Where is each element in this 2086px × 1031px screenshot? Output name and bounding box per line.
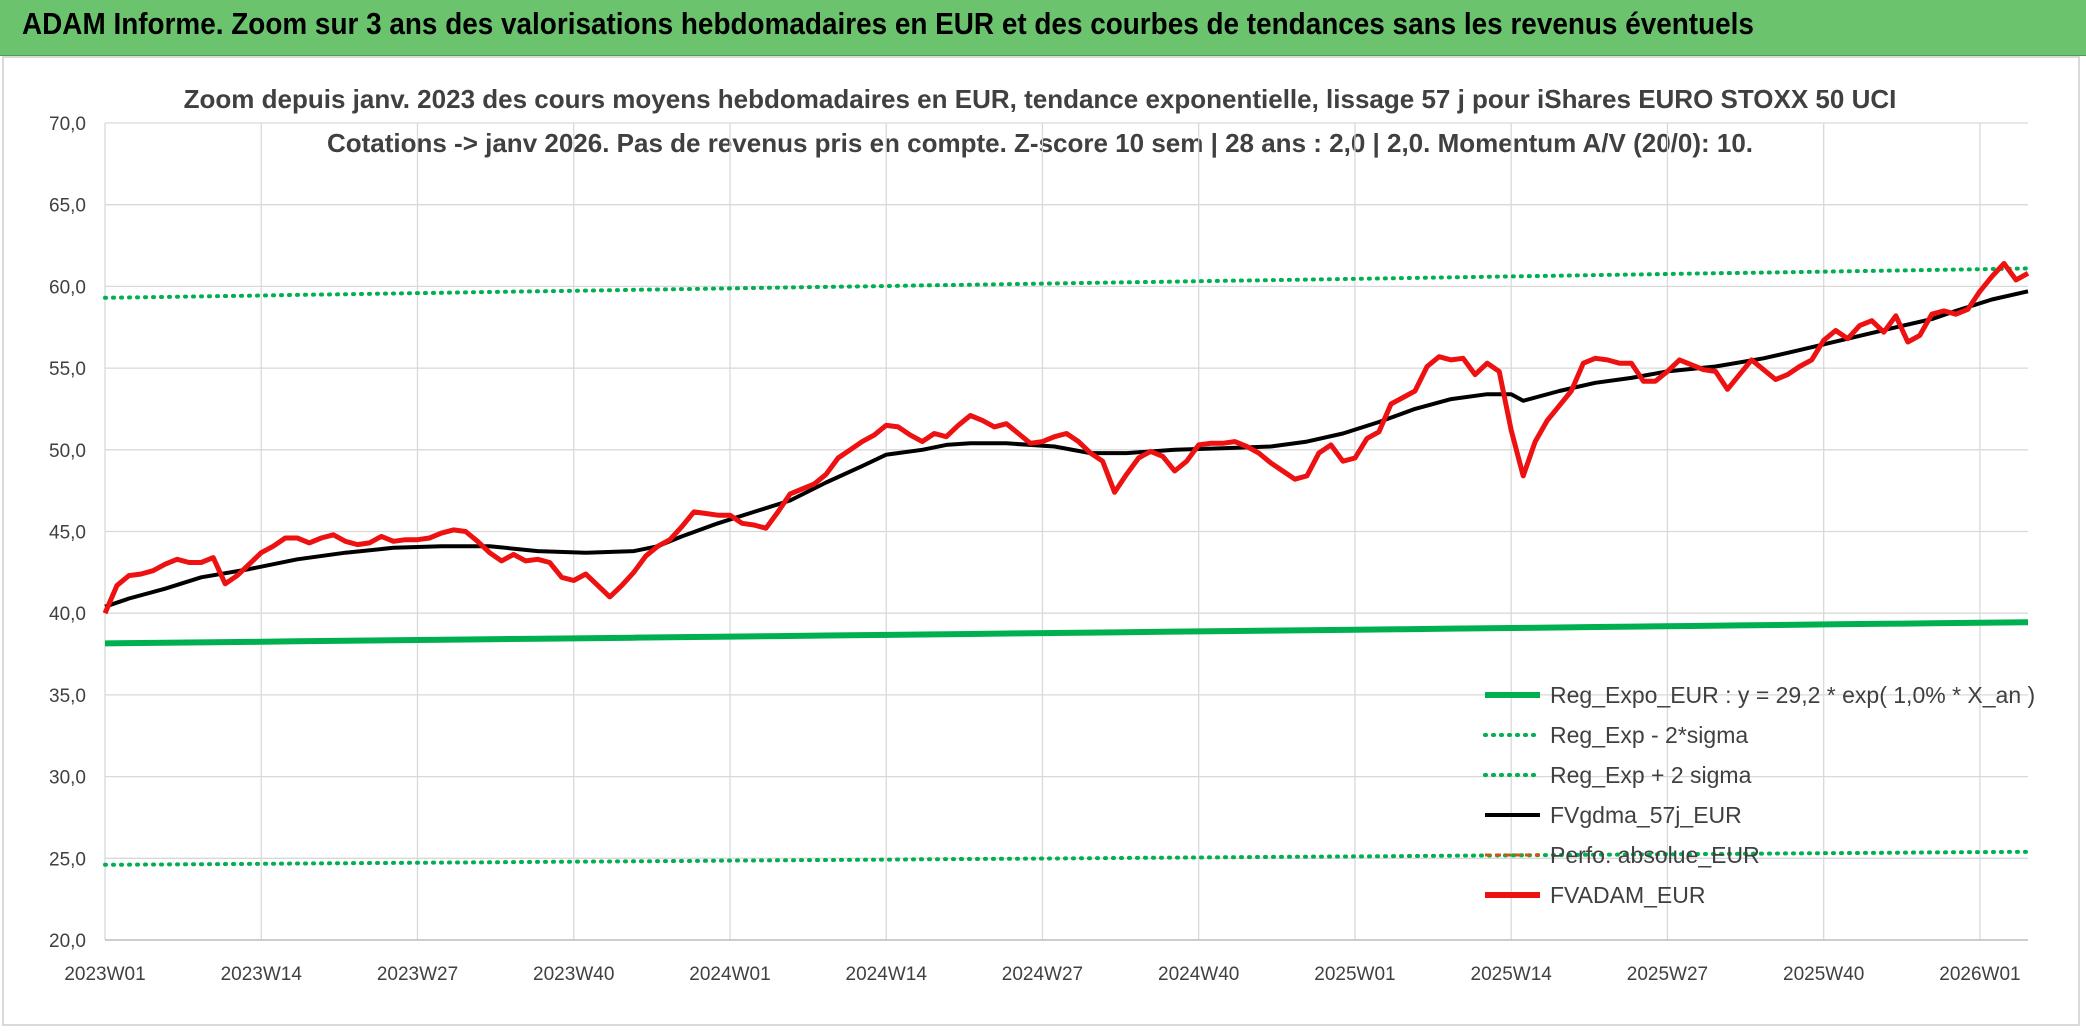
- y-axis: 70,0 65,0 60,0 55,0 50,0 45,0 40,0 35,0 30,0 25,0…: [49, 114, 86, 952]
- x-tick-label: 2023W14: [221, 964, 303, 985]
- legend: Reg_Expo_EUR : y = 29,2 * exp( 1,0% * X_…: [1483, 682, 2035, 908]
- legend-label-5: FVADAM_EUR: [1550, 882, 1706, 908]
- series-line-3: [104, 289, 2029, 609]
- series-line-0: [104, 619, 2029, 647]
- series-line-2: [103, 266, 2030, 300]
- x-tick-label: 2024W01: [689, 964, 770, 985]
- y-tick-label: 50,0: [49, 441, 86, 462]
- legend-label-3: FVgdma_57j_EUR: [1550, 802, 1742, 828]
- chart-frame: [2, 56, 2080, 1026]
- x-tick-label: 2024W40: [1158, 964, 1239, 985]
- y-tick-label: 70,0: [49, 114, 86, 135]
- grid: [104, 122, 2028, 941]
- series-line-1: [103, 849, 2030, 867]
- report-title: ADAM Informe. Zoom sur 3 ans des valoris…: [22, 6, 1754, 41]
- x-tick-label: 2024W14: [846, 964, 928, 985]
- y-tick-label: 20,0: [49, 931, 86, 952]
- legend-label-2: Reg_Exp + 2 sigma: [1550, 762, 1752, 788]
- y-tick-label: 65,0: [49, 196, 86, 217]
- x-tick-label: 2023W27: [377, 964, 458, 985]
- header-bar: [0, 0, 2086, 56]
- x-tick-label: 2024W27: [1002, 964, 1083, 985]
- legend-label-0: Reg_Expo_EUR : y = 29,2 * exp( 1,0% * X_…: [1550, 682, 2035, 708]
- x-tick-label: 2025W14: [1471, 964, 1553, 985]
- y-tick-label: 35,0: [49, 686, 86, 707]
- y-tick-label: 55,0: [49, 359, 86, 380]
- chart-title-line-2: Cotations -> janv 2026. Pas de revenus p…: [327, 128, 1753, 158]
- x-tick-label: 2025W27: [1627, 964, 1708, 985]
- series-group: [102, 261, 2030, 867]
- x-tick-label: 2026W01: [1939, 964, 2020, 985]
- x-axis: 2023W01 2023W14 2023W27 2023W40 2024W01 2024W…: [64, 939, 2028, 985]
- chart-title-line-1: Zoom depuis janv. 2023 des cours moyens …: [184, 84, 1897, 114]
- x-tick-label: 2023W40: [533, 964, 614, 985]
- legend-label-1: Reg_Exp - 2*sigma: [1550, 722, 1748, 748]
- y-tick-label: 60,0: [49, 277, 86, 298]
- x-tick-label: 2025W40: [1783, 964, 1864, 985]
- y-tick-label: 25,0: [49, 849, 86, 870]
- legend-label-4: Perfo. absolue_EUR: [1550, 842, 1760, 868]
- y-tick-label: 30,0: [49, 768, 86, 789]
- y-tick-label: 40,0: [49, 604, 86, 625]
- x-tick-label: 2023W01: [64, 964, 145, 985]
- series-line-5: [102, 261, 2030, 615]
- y-tick-label: 45,0: [49, 523, 86, 544]
- x-tick-label: 2025W01: [1314, 964, 1395, 985]
